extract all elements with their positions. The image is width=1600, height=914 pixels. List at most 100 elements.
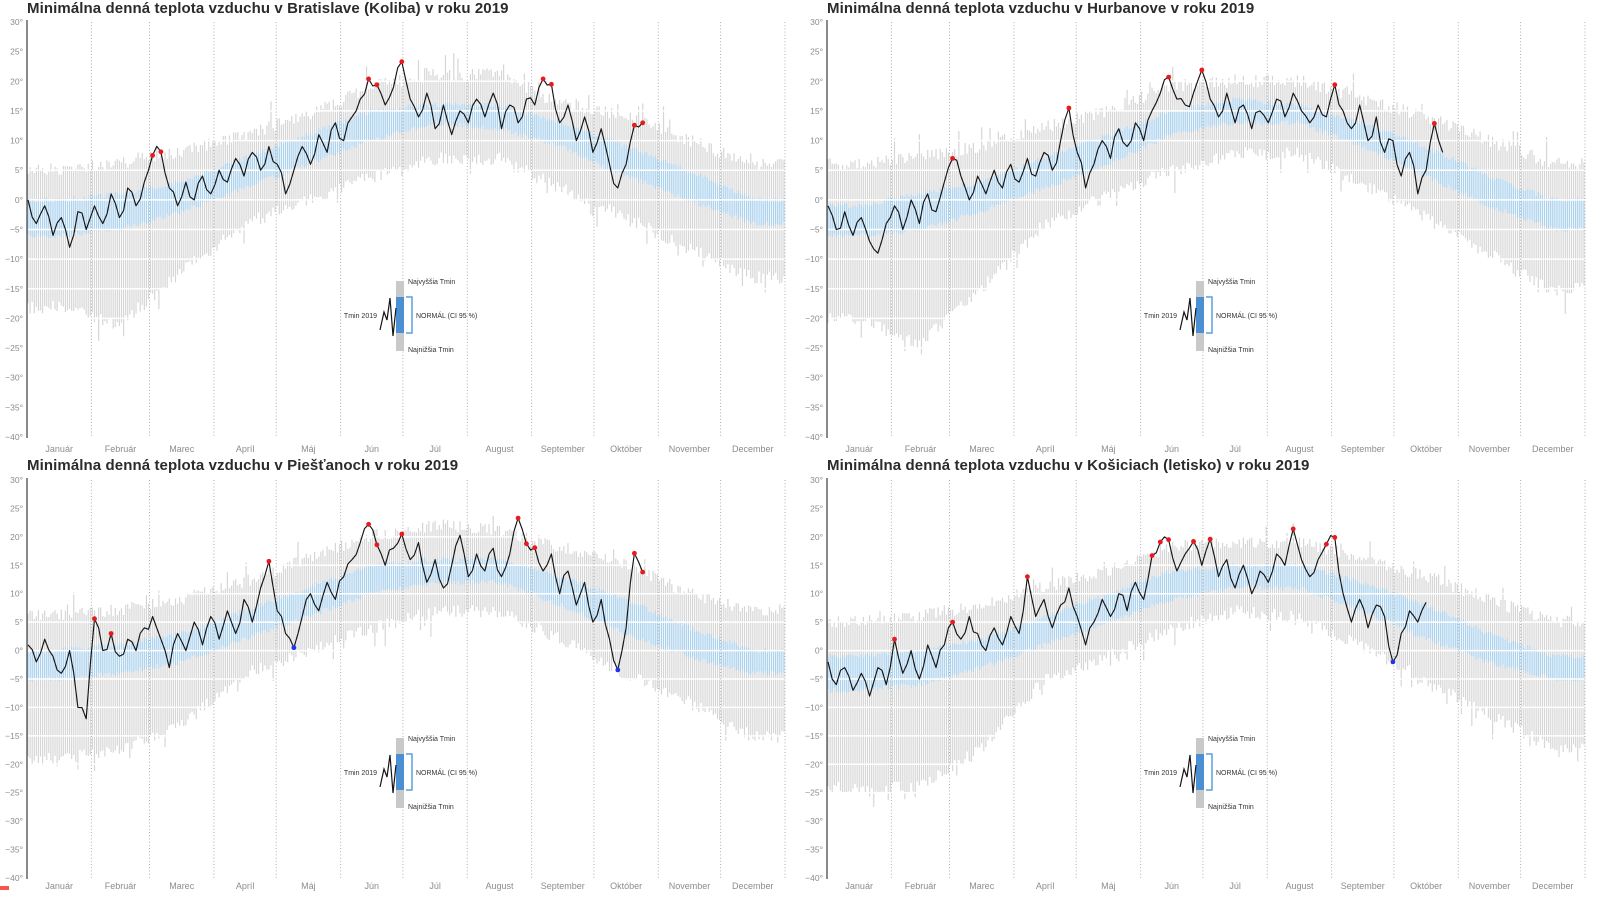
svg-text:20°: 20° — [810, 532, 823, 542]
legend-tmin-label: Tmin 2019 — [1144, 313, 1177, 320]
legend-lowest-label: Najnižšia Tmin — [408, 347, 454, 354]
svg-text:15°: 15° — [10, 106, 23, 116]
record-low-dots — [291, 645, 621, 673]
legend-highest-label: Najvyššia Tmin — [1208, 279, 1255, 286]
legend-normal-bar — [1196, 297, 1204, 333]
svg-text:Február: Február — [105, 444, 137, 454]
legend-tmin-squiggle — [1179, 754, 1197, 794]
svg-text:August: August — [1285, 444, 1314, 454]
svg-text:25°: 25° — [810, 503, 823, 513]
svg-text:0°: 0° — [15, 646, 23, 656]
svg-text:Máj: Máj — [1101, 881, 1116, 891]
legend: Najvyššia Tmin Tmin 2019 NORMÁL (CI 95 %) N… — [1144, 736, 1277, 811]
tmin-2019-line — [27, 61, 644, 248]
svg-text:November: November — [669, 444, 711, 454]
svg-text:−5°: −5° — [810, 674, 823, 684]
svg-text:−5°: −5° — [10, 225, 23, 235]
svg-text:−10°: −10° — [805, 254, 823, 264]
month-gridlines — [890, 22, 1586, 437]
legend: Najvyššia Tmin Tmin 2019 NORMÁL (CI 95 %) N… — [344, 279, 477, 354]
svg-text:Júl: Júl — [1229, 444, 1241, 454]
svg-text:10°: 10° — [810, 136, 823, 146]
svg-text:Máj: Máj — [1101, 444, 1116, 454]
svg-text:10°: 10° — [10, 589, 23, 599]
legend-normal-bracket — [1206, 753, 1213, 791]
svg-text:Február: Február — [905, 444, 937, 454]
svg-text:Február: Február — [905, 881, 937, 891]
svg-text:−10°: −10° — [5, 254, 23, 264]
horizontal-gridlines — [28, 50, 785, 409]
svg-text:August: August — [485, 881, 514, 891]
svg-text:0°: 0° — [815, 195, 823, 205]
svg-text:Október: Október — [610, 881, 642, 891]
svg-text:Marec: Marec — [969, 881, 995, 891]
month-gridlines — [90, 22, 786, 437]
svg-text:September: September — [541, 881, 585, 891]
svg-text:Január: Január — [845, 444, 873, 454]
svg-text:30°: 30° — [810, 17, 823, 27]
svg-text:August: August — [1285, 881, 1314, 891]
record-high-dots — [950, 67, 1437, 161]
chart-panel-bratislava-koliba: Minimálna denná teplota vzduchu v Bratis… — [0, 0, 800, 457]
svg-text:August: August — [485, 444, 514, 454]
svg-text:Marec: Marec — [169, 444, 195, 454]
svg-text:−15°: −15° — [805, 284, 823, 294]
chart-canvas-bratislava-koliba: 30° 25° 20° 15° 10° 5° 0° −5° −10° −15° −20° −25° −3… — [5, 17, 786, 454]
horizontal-gridlines — [828, 507, 1585, 851]
svg-text:Január: Január — [45, 444, 73, 454]
y-axis-labels: 30° 25° 20° 15° 10° 5° 0° −5° −10° −15° −20° −25° −3… — [5, 475, 23, 883]
tmin-2019-line — [27, 517, 644, 720]
chart-canvas-kosice-letisko: 30° 25° 20° 15° 10° 5° 0° −5° −10° −15° −20° −25° −3… — [805, 475, 1586, 891]
svg-text:Október: Október — [610, 444, 642, 454]
svg-text:5°: 5° — [815, 617, 823, 627]
legend-normal-label: NORMÁL (CI 95 %) — [416, 311, 477, 320]
horizontal-gridlines — [28, 507, 785, 851]
legend-normal-bracket — [406, 753, 413, 791]
svg-text:November: November — [1469, 881, 1511, 891]
svg-text:−40°: −40° — [5, 432, 23, 442]
svg-text:−10°: −10° — [5, 702, 23, 712]
legend-normal-bar — [396, 297, 404, 333]
horizontal-gridlines — [828, 50, 1585, 409]
svg-text:September: September — [1341, 444, 1385, 454]
svg-text:5°: 5° — [15, 617, 23, 627]
chart-title: Minimálna denná teplota vzduchu v Košici… — [827, 457, 1310, 474]
svg-text:−20°: −20° — [5, 759, 23, 769]
legend: Najvyššia Tmin Tmin 2019 NORMÁL (CI 95 %) N… — [344, 736, 477, 811]
month-labels: Január Február Marec Apríl Máj Jún Júl August Se… — [845, 444, 1573, 454]
svg-text:Január: Január — [845, 881, 873, 891]
y-axis-labels: 30° 25° 20° 15° 10° 5° 0° −5° −10° −15° −20° −25° −3… — [5, 17, 23, 442]
normal-ci95-bars — [827, 97, 1585, 238]
svg-text:10°: 10° — [810, 589, 823, 599]
svg-text:Február: Február — [105, 881, 137, 891]
legend-tmin-label: Tmin 2019 — [344, 313, 377, 320]
svg-text:Apríl: Apríl — [1036, 444, 1055, 454]
svg-text:Júl: Júl — [429, 444, 441, 454]
svg-text:20°: 20° — [810, 76, 823, 86]
chart-panel-hurbanovo: Minimálna denná teplota vzduchu v Hurban… — [800, 0, 1600, 457]
svg-text:−30°: −30° — [5, 816, 23, 826]
svg-text:−40°: −40° — [805, 873, 823, 883]
svg-text:−25°: −25° — [805, 343, 823, 353]
legend-lowest-label: Najnižšia Tmin — [1208, 347, 1254, 354]
month-gridlines — [890, 480, 1586, 878]
svg-text:Jún: Jún — [364, 881, 379, 891]
svg-text:20°: 20° — [10, 532, 23, 542]
record-high-dots — [892, 526, 1338, 642]
svg-text:November: November — [669, 881, 711, 891]
legend-highest-label: Najvyššia Tmin — [408, 279, 455, 286]
legend-lowest-label: Najnižšia Tmin — [1208, 804, 1254, 811]
legend: Najvyššia Tmin Tmin 2019 NORMÁL (CI 95 %) N… — [1144, 279, 1277, 354]
chart-canvas-piestany: 30° 25° 20° 15° 10° 5° 0° −5° −10° −15° −20° −25° −3… — [5, 475, 786, 891]
svg-text:Júl: Júl — [1229, 881, 1241, 891]
svg-text:0°: 0° — [15, 195, 23, 205]
month-labels: Január Február Marec Apríl Máj Jún Júl August Se… — [845, 881, 1573, 891]
record-high-dots — [150, 59, 646, 158]
red-dash-artifact — [0, 886, 9, 890]
svg-text:September: September — [541, 444, 585, 454]
svg-text:−25°: −25° — [805, 788, 823, 798]
svg-text:25°: 25° — [10, 503, 23, 513]
chart-panel-kosice-letisko: Minimálna denná teplota vzduchu v Košici… — [800, 457, 1600, 914]
record-high-dots — [92, 515, 646, 636]
svg-text:−15°: −15° — [5, 731, 23, 741]
